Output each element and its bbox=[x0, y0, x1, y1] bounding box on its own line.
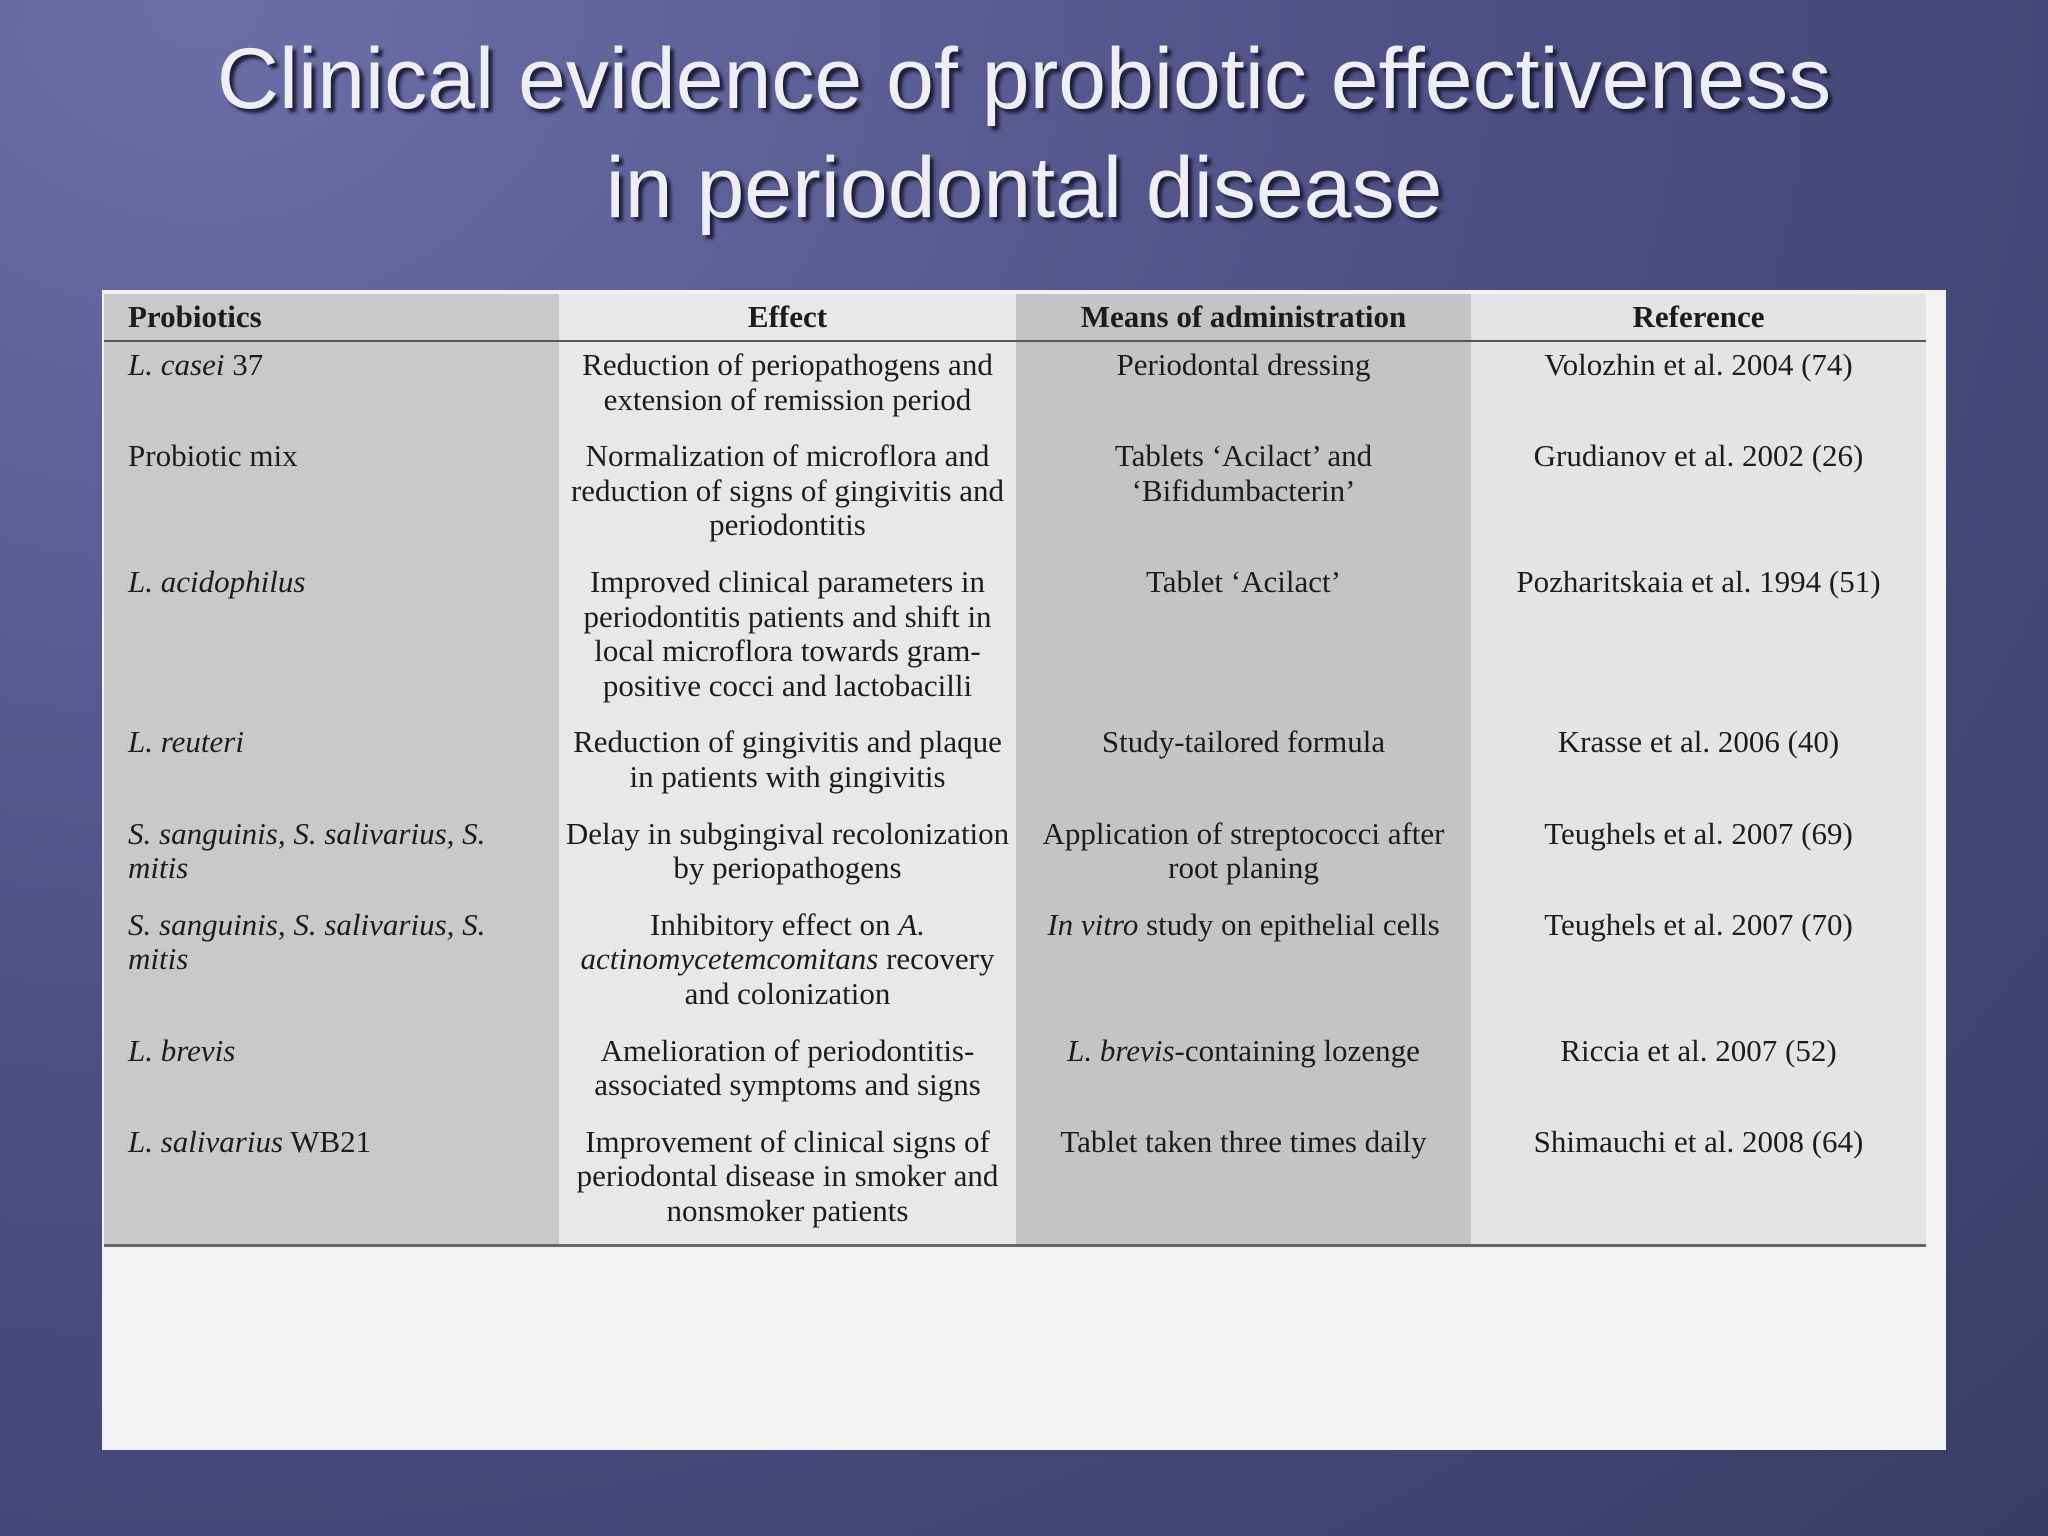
table-cell: L. reuteri bbox=[104, 719, 559, 811]
table-body: L. casei 37 Reduction of periopathogens a… bbox=[104, 341, 1926, 1248]
cell-text: In vitro bbox=[1047, 906, 1139, 942]
cell-text: Inhibitory effect on bbox=[650, 906, 899, 942]
cell-text: Krasse et al. 2006 (40) bbox=[1557, 724, 1840, 760]
cell-text: Normalization of microflora and reductio… bbox=[570, 438, 1012, 543]
table-row: L. acidophilus Improved clinical paramete… bbox=[104, 558, 1926, 720]
table-cell: Study-tailored formula bbox=[1016, 719, 1471, 811]
cell-text: -containing lozenge bbox=[1174, 1032, 1420, 1068]
table-cell: Grudianov et al. 2002 (26) bbox=[1471, 433, 1926, 559]
table-cell: Volozhin et al. 2004 (74) bbox=[1471, 341, 1926, 434]
cell-text: L. casei bbox=[128, 347, 225, 382]
table-cell: Pozharitskaia et al. 1994 (51) bbox=[1471, 558, 1926, 720]
table-cell: Periodontal dressing bbox=[1016, 341, 1471, 434]
cell-text: Delay in subgingival recolonization by p… bbox=[565, 815, 1017, 886]
table-row: L. salivarius WB21 Improvement of clinica… bbox=[104, 1118, 1926, 1248]
slide-title: in periodontal disease bbox=[605, 140, 1443, 236]
cell-text: Tablets ‘Acilact’ and ‘Bifidumbacterin’ bbox=[1114, 438, 1380, 508]
table-cell: Teughels et al. 2007 (69) bbox=[1471, 810, 1926, 902]
table-row: S. sanguinis, S. salivarius, S. mitis Del… bbox=[104, 810, 1926, 902]
header-row: Probiotics Effect Means of administration R… bbox=[104, 294, 1926, 342]
table-cell: Inhibitory effect on A. actinomycetemcom… bbox=[559, 901, 1016, 1028]
cell-text: Shimauchi et al. 2008 (64) bbox=[1533, 1123, 1864, 1159]
table-cell: L. brevis-containing lozenge bbox=[1016, 1027, 1471, 1119]
header-cell: Probiotics bbox=[104, 294, 559, 342]
table-cell: S. sanguinis, S. salivarius, S. mitis bbox=[104, 810, 559, 902]
cell-text: 37 bbox=[224, 347, 264, 382]
cell-text: Volozhin et al. 2004 (74) bbox=[1544, 347, 1853, 382]
table-cell: L. salivarius WB21 bbox=[104, 1118, 559, 1248]
cell-text: recovery and colonization bbox=[684, 941, 1003, 1011]
table-row: L. reuteri Reduction of gingivitis and pl… bbox=[104, 719, 1926, 811]
table-cell: Tablet ‘Acilact’ bbox=[1016, 558, 1471, 720]
cell-text: S. sanguinis, S. salivarius, S. mitis bbox=[128, 906, 494, 977]
table-row: L. brevis Amelioration of periodontitis-a… bbox=[104, 1027, 1926, 1119]
table-cell: Reduction of periopathogens and extensio… bbox=[559, 341, 1016, 434]
table-cell: Improvement of clinical signs of periodo… bbox=[559, 1118, 1016, 1248]
cell-text: Probiotic mix bbox=[128, 438, 298, 474]
header-cell: Reference bbox=[1471, 294, 1926, 342]
table-cell: Improved clinical parameters in periodon… bbox=[559, 558, 1016, 720]
table-cell: In vitro study on epithelial cells bbox=[1016, 901, 1471, 1028]
table-cell: S. sanguinis, S. salivarius, S. mitis bbox=[104, 901, 559, 1028]
cell-text: L. salivarius bbox=[128, 1123, 284, 1159]
table-cell: Tablets ‘Acilact’ and ‘Bifidumbacterin’ bbox=[1016, 433, 1471, 559]
cell-text: Tablet taken three times daily bbox=[1060, 1123, 1427, 1159]
table-cell: Delay in subgingival recolonization by p… bbox=[559, 810, 1017, 902]
cell-text: Reduction of periopathogens and extensio… bbox=[582, 347, 1001, 417]
cell-text: Study-tailored formula bbox=[1101, 724, 1386, 760]
header-cell: Effect bbox=[559, 294, 1016, 342]
table-cell: Probiotic mix bbox=[104, 433, 559, 559]
table-cell: L. acidophilus bbox=[104, 558, 559, 720]
cell-text: Grudianov et al. 2002 (26) bbox=[1533, 438, 1864, 474]
cell-text: Improved clinical parameters in periodon… bbox=[583, 563, 1000, 703]
table-cell: L. casei 37 bbox=[104, 341, 559, 434]
cell-text: L. brevis bbox=[1067, 1032, 1175, 1068]
cell-text: study on epithelial cells bbox=[1138, 906, 1440, 942]
cell-text: Improvement of clinical signs of periodo… bbox=[576, 1123, 1007, 1228]
cell-text: S. sanguinis, S. salivarius, S. mitis bbox=[128, 815, 494, 886]
table-cell: Krasse et al. 2006 (40) bbox=[1471, 719, 1926, 811]
cell-text: A. actinomycetemcomitans bbox=[580, 906, 933, 977]
table-cell: Application of streptococci after root p… bbox=[1016, 810, 1471, 902]
cell-text: L. brevis bbox=[128, 1032, 236, 1068]
cell-text: Reduction of gingivitis and plaque in pa… bbox=[573, 724, 1010, 794]
table-cell: Normalization of microflora and reductio… bbox=[559, 433, 1016, 559]
table-cell: Riccia et al. 2007 (52) bbox=[1471, 1027, 1926, 1119]
slide-title: Clinical evidence of probiotic effective… bbox=[216, 31, 1832, 127]
cell-text: Periodontal dressing bbox=[1116, 347, 1371, 382]
table-cell: Tablet taken three times daily bbox=[1016, 1118, 1471, 1248]
cell-text: L. reuteri bbox=[128, 724, 244, 760]
cell-text: L. acidophilus bbox=[128, 563, 306, 599]
cell-text: Pozharitskaia et al. 1994 (51) bbox=[1516, 563, 1881, 599]
table-row: Probiotic mix Normalization of microflora… bbox=[104, 433, 1926, 559]
cell-text: Amelioration of periodontitis-associated… bbox=[594, 1032, 981, 1103]
cell-text: Teughels et al. 2007 (70) bbox=[1544, 906, 1853, 942]
table-cell: Shimauchi et al. 2008 (64) bbox=[1471, 1118, 1926, 1248]
table-image: Probiotics Effect Means of administration R… bbox=[102, 290, 1946, 1450]
cell-text: Teughels et al. 2007 (69) bbox=[1544, 815, 1853, 851]
table-row: L. casei 37 Reduction of periopathogens a… bbox=[104, 341, 1926, 434]
cell-text: Tablet ‘Acilact’ bbox=[1146, 563, 1341, 599]
table-cell: Teughels et al. 2007 (70) bbox=[1471, 901, 1926, 1028]
cell-text: WB21 bbox=[283, 1123, 372, 1159]
table-cell: L. brevis bbox=[104, 1027, 559, 1119]
table-cell: Reduction of gingivitis and plaque in pa… bbox=[559, 719, 1016, 811]
cell-text: Riccia et al. 2007 (52) bbox=[1560, 1032, 1837, 1068]
cell-text: Application of streptococci after root p… bbox=[1042, 815, 1453, 886]
header-cell: Means of administration bbox=[1016, 294, 1471, 342]
table: Probiotics Effect Means of administration R… bbox=[104, 294, 1926, 1248]
table-cell: Amelioration of periodontitis-associated… bbox=[559, 1027, 1016, 1119]
table-row: S. sanguinis, S. salivarius, S. mitis Inh… bbox=[104, 901, 1926, 1028]
